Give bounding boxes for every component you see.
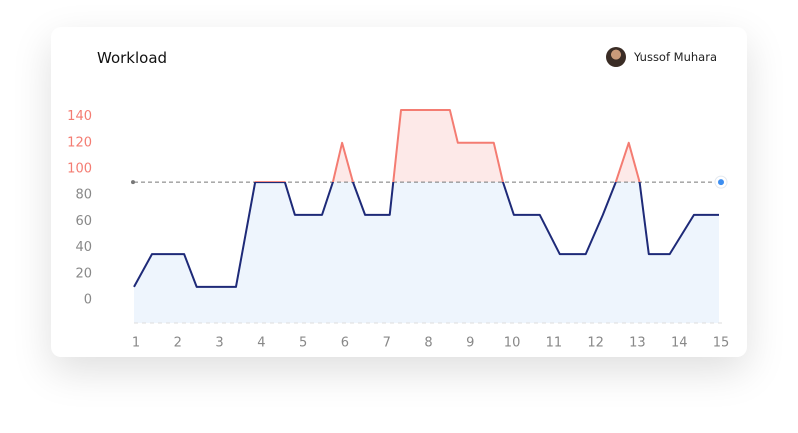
avatar: [605, 47, 626, 67]
x-tick-label: 6: [341, 336, 349, 351]
x-tick-label: 12: [587, 336, 604, 351]
y-tick-label: 0: [84, 293, 92, 308]
x-tick-label: 10: [504, 336, 521, 351]
x-tick-label: 4: [257, 336, 265, 351]
x-tick-label: 13: [629, 336, 646, 351]
x-tick-label: 15: [713, 336, 730, 351]
x-tick-label: 9: [466, 336, 474, 351]
y-tick-label: 120: [67, 135, 92, 150]
x-tick-label: 11: [546, 336, 563, 351]
y-tick-label: 100: [67, 162, 92, 177]
x-tick-label: 3: [215, 336, 223, 351]
x-tick-label: 14: [671, 336, 688, 351]
y-tick-label: 40: [75, 240, 92, 255]
y-tick-label: 80: [75, 188, 92, 203]
x-tick-label: 2: [174, 336, 182, 351]
user-name: Yussof Muhara: [633, 50, 717, 64]
x-tick-label: 8: [424, 336, 432, 351]
threshold-start: [131, 180, 135, 185]
y-tick-label: 60: [75, 214, 92, 229]
workload-line: [133, 109, 719, 288]
x-tick-label: 1: [132, 336, 140, 351]
user-badge[interactable]: Yussof Muhara: [605, 47, 717, 67]
threshold-handle-dot: [718, 179, 724, 186]
card-title: Workload: [97, 49, 168, 67]
y-tick-label: 140: [67, 109, 92, 124]
x-tick-label: 7: [383, 336, 391, 351]
area: [134, 110, 719, 323]
x-tick-label: 5: [299, 336, 307, 351]
y-tick-label: 20: [75, 266, 92, 281]
